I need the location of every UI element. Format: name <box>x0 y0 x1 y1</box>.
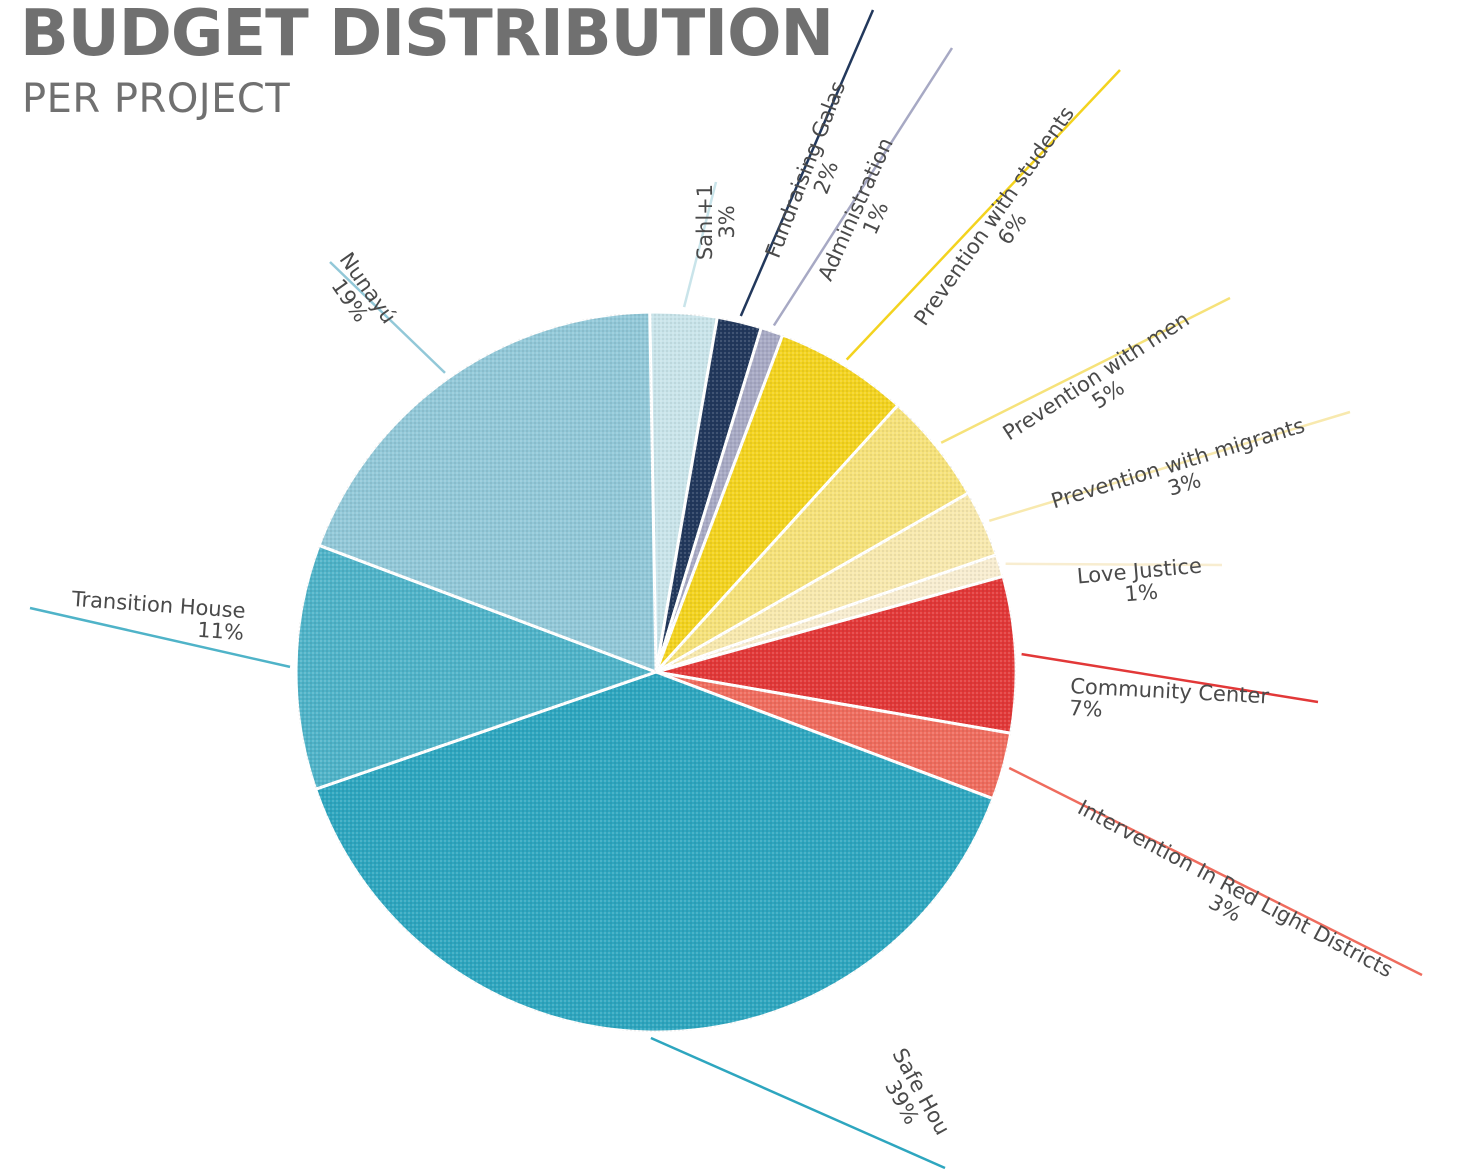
leader-line-administration <box>772 47 954 327</box>
slice-percent-love-justice: 1% <box>1124 580 1159 607</box>
label-leaders <box>29 9 1423 1170</box>
leader-line-intervention-in-red-light-districts <box>1008 766 1423 977</box>
slice-name-sahl-1: Sahl+1 <box>693 184 717 260</box>
leader-line-nunay <box>329 261 446 374</box>
leader-line-sahl-1 <box>682 181 718 308</box>
slice-label-community-center: Community Center7% <box>1069 674 1270 730</box>
slice-name-transition-house: Transition House <box>70 587 246 623</box>
slice-name-intervention-in-red-light-districts: Intervention In Red Light Districts <box>1074 795 1397 982</box>
leader-line-transition-house <box>29 606 291 669</box>
leader-line-prevention-with-students <box>845 69 1121 361</box>
slice-percent-transition-house: 11% <box>197 618 245 645</box>
leader-line-prevention-with-men <box>940 296 1231 444</box>
chart-title: BUDGET DISTRIBUTION <box>20 0 833 71</box>
slice-name-prevention-with-students: Prevention with students <box>909 102 1079 330</box>
leader-line-love-justice <box>1005 562 1223 567</box>
slice-label-love-justice: Love Justice1% <box>1076 554 1205 611</box>
slice-label-sahl-1: Sahl+13% <box>693 184 739 260</box>
pie-slices <box>294 310 1018 1034</box>
slice-label-intervention-in-red-light-districts: Intervention In Red Light Districts3% <box>1063 795 1396 1001</box>
leader-line-prevention-with-migrants <box>988 410 1351 522</box>
slice-label-prevention-with-men: Prevention with men5% <box>999 307 1206 464</box>
slice-percent-sahl-1: 3% <box>715 205 739 238</box>
chart-subtitle: PER PROJECT <box>22 76 290 122</box>
slice-label-administration: Administration1% <box>813 134 918 293</box>
slice-label-prevention-with-students: Prevention with students6% <box>909 102 1097 343</box>
slice-label-nunay: Nunayú19% <box>317 248 401 341</box>
slice-label-safe-hou: Safe Hou39% <box>868 1044 954 1150</box>
leader-line-community-center <box>1021 652 1319 704</box>
leader-line-safe-hou <box>650 1036 946 1170</box>
slice-name-prevention-with-men: Prevention with men <box>999 307 1194 445</box>
slice-label-prevention-with-migrants: Prevention with migrants3% <box>1048 413 1314 534</box>
slice-percent-community-center: 7% <box>1069 696 1104 722</box>
leader-line-fundraising-galas <box>739 9 875 317</box>
